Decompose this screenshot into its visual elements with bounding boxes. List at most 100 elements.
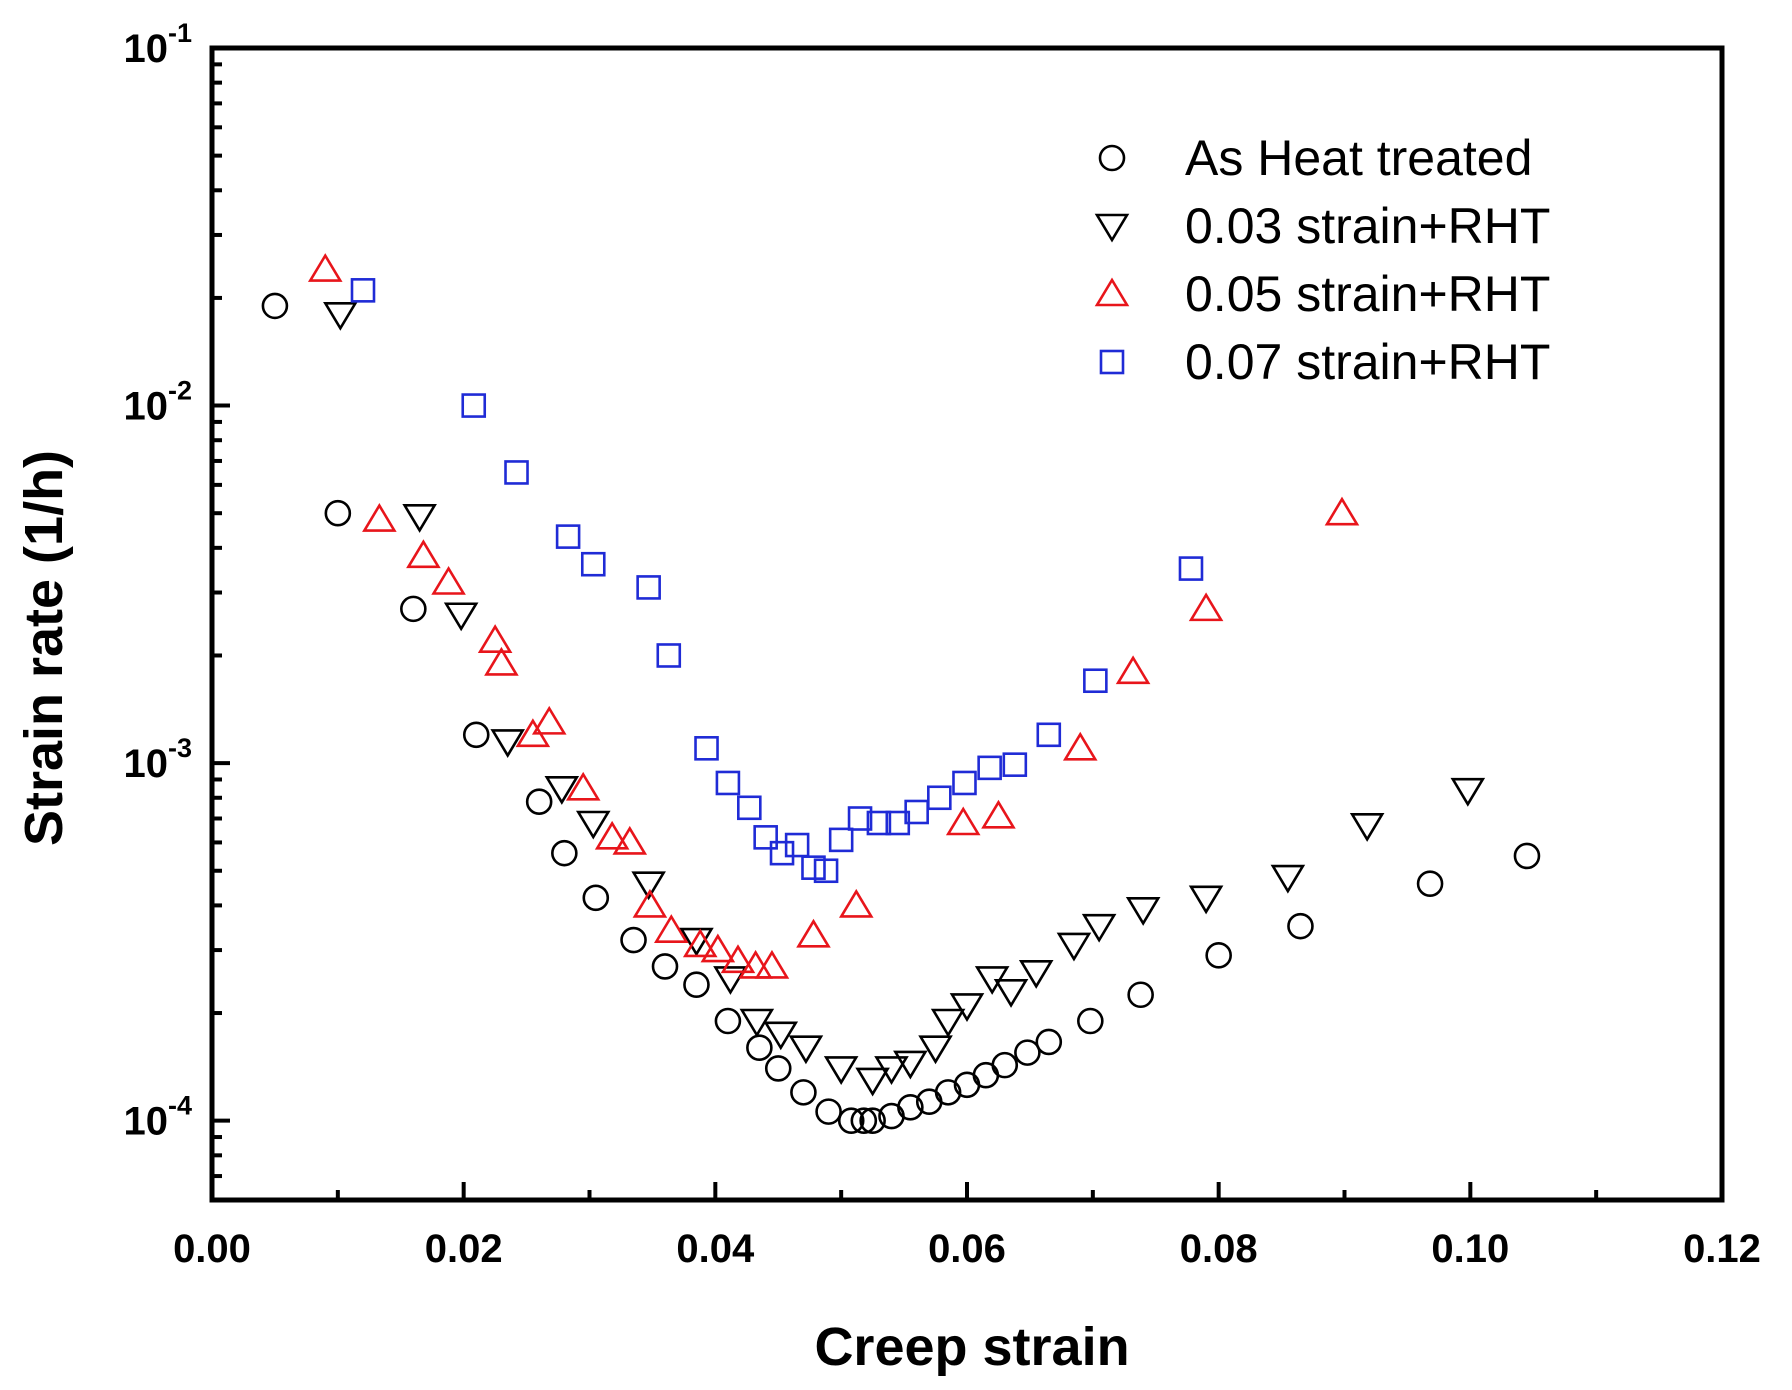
data-point [525,788,553,815]
legend-label: 0.05 strain+RHT [1185,266,1550,322]
data-point [551,839,578,867]
data-point [565,771,601,801]
data-point [790,1079,817,1106]
data-point [796,918,831,948]
data-point [813,858,839,884]
axes-layer: 0.00 0.02 0.04 0.06 0.08 0.10 0.12 10-4 10-3 10-2… [123,18,1760,1271]
data-point [784,832,810,858]
data-point [904,799,929,825]
data-point [555,524,581,549]
data-point [1416,870,1444,898]
data-point [1205,942,1232,969]
legend-item: 0.03 strain+RHT [1094,198,1550,254]
data-point [788,1035,824,1065]
legend-label: 0.07 strain+RHT [1185,334,1550,390]
data-point [828,827,854,853]
data-point [855,1067,890,1097]
x-axis-title: Creep strain [814,1317,1129,1377]
data-point [431,565,466,595]
data-point [612,825,648,855]
x-tick-label: 0.06 [928,1227,1006,1271]
data-point [307,253,343,282]
data-point [656,643,682,668]
data-point [544,776,580,805]
data-point [324,499,352,527]
data-point [694,736,719,761]
data-point [972,1061,1000,1089]
data-point [575,810,611,840]
data-point [700,933,736,963]
data-point [1036,722,1062,748]
y-axis-title: Strain rate (1/h) [14,450,74,846]
legend-label: 0.03 strain+RHT [1185,198,1550,254]
data-point [945,806,981,836]
data-point [582,884,610,912]
series-0 [261,292,1541,1134]
data-point [918,1035,953,1065]
data-point [1083,668,1108,694]
data-point [1324,496,1360,526]
data-point [632,888,668,918]
data-point [1287,912,1314,940]
data-point [769,840,795,866]
data-point [477,624,513,653]
data-point [636,575,661,600]
data-point [1188,885,1224,915]
data-point [1125,897,1161,926]
x-tick-label: 0.00 [173,1227,251,1271]
legend-label: As Heat treated [1185,130,1532,186]
data-point [462,721,490,749]
data-point [594,820,630,850]
data-point [461,393,487,418]
data-point [850,1107,878,1134]
data-point [801,855,826,880]
series-3 [350,278,1204,884]
data-point [753,825,778,850]
data-point [580,551,606,577]
data-point [1450,777,1486,807]
data-point [1081,913,1117,943]
y-tick-label: 10-4 [123,1091,192,1144]
data-points-layer [261,253,1541,1134]
data-point [443,602,479,632]
legend-item: As Heat treated [1098,130,1532,186]
data-point [927,785,952,811]
data-point [651,953,679,980]
data-point [400,595,427,623]
data-point [720,944,756,974]
data-point [815,1098,842,1125]
data-point [991,1051,1019,1079]
x-tick-label: 0.04 [676,1227,755,1271]
data-point [1115,655,1151,685]
data-point [362,503,397,532]
legend-marker [1094,277,1130,307]
data-point [977,755,1002,781]
data-point [859,1107,886,1134]
data-point [1188,592,1224,622]
data-point [949,993,985,1022]
data-point [952,770,977,796]
data-point [1014,1039,1041,1066]
data-point [1178,556,1204,581]
data-point [847,806,873,831]
data-point [1035,1028,1063,1056]
data-point [679,927,714,957]
data-point [1270,864,1306,894]
x-tick-label: 0.02 [425,1227,503,1271]
data-point [893,1050,928,1080]
data-point [406,539,441,569]
data-point [837,1107,865,1134]
x-tick-label: 0.12 [1683,1227,1761,1271]
series-2 [307,253,1360,979]
data-point [1002,752,1028,777]
data-point [504,460,529,485]
data-point [763,1021,799,1051]
data-point [350,278,376,303]
data-point [838,888,874,918]
data-point [620,926,647,954]
y-tick-label: 10-3 [123,733,192,786]
data-point [1127,981,1154,1009]
series-1 [323,301,1486,1097]
data-point [682,928,718,958]
